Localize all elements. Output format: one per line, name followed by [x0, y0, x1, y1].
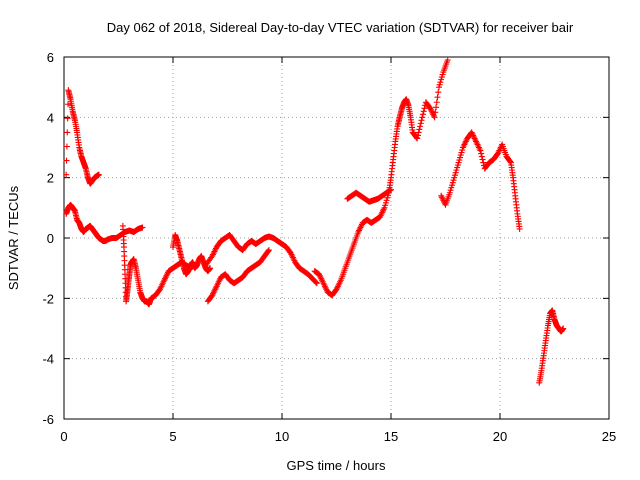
data-point	[414, 132, 421, 139]
data-point	[477, 147, 484, 154]
data-point	[415, 129, 422, 136]
x-tick-label: 20	[493, 429, 507, 444]
y-tick-label: 6	[47, 50, 54, 65]
data-point	[416, 126, 423, 133]
y-tick-label: 0	[47, 231, 54, 246]
data-point	[313, 279, 320, 286]
data-point	[480, 159, 487, 166]
data-point	[478, 150, 485, 157]
series-arc-2	[63, 201, 146, 245]
data-point	[419, 111, 426, 118]
series-arc-4	[170, 231, 214, 278]
axis-ticks: 0 5 10 15 20 25 -6 -4 -2 0 2 4 6	[42, 50, 616, 444]
data-point	[433, 104, 440, 111]
series-arc-7	[311, 57, 451, 299]
data-point	[434, 94, 441, 101]
data-point	[421, 105, 428, 112]
data-points	[63, 57, 567, 386]
data-point	[63, 157, 70, 164]
series-arc-8	[344, 186, 394, 205]
y-axis-label: SDTVAR / TECUs	[6, 185, 21, 290]
data-point	[420, 108, 427, 115]
x-tick-label: 25	[602, 429, 616, 444]
series-arc-10	[536, 307, 567, 386]
series-arc-9	[438, 129, 523, 232]
data-point	[388, 186, 394, 193]
data-point	[433, 99, 440, 106]
data-point	[64, 115, 71, 122]
y-tick-label: 2	[47, 171, 54, 186]
data-point	[432, 109, 439, 116]
series-arc-6	[204, 247, 272, 305]
chart-title: Day 062 of 2018, Sidereal Day-to-day VTE…	[107, 20, 574, 35]
data-point	[478, 153, 485, 160]
data-point	[516, 225, 523, 232]
grid	[64, 57, 609, 419]
x-tick-label: 10	[275, 429, 289, 444]
data-point	[417, 120, 424, 127]
data-point	[560, 325, 567, 332]
y-tick-label: -6	[42, 412, 54, 427]
data-point	[431, 114, 438, 121]
data-point	[444, 57, 451, 64]
y-tick-label: -2	[42, 291, 54, 306]
data-point	[207, 265, 214, 272]
data-point	[417, 123, 424, 130]
x-tick-label: 15	[384, 429, 398, 444]
data-point	[63, 171, 70, 178]
y-tick-label: 4	[47, 110, 54, 125]
data-point	[95, 171, 102, 178]
data-point	[313, 280, 320, 287]
data-point	[265, 247, 272, 254]
data-point	[414, 135, 421, 142]
data-point	[64, 129, 71, 136]
series-arc-1	[63, 87, 102, 187]
x-axis-label: GPS time / hours	[287, 458, 386, 473]
data-point	[64, 101, 71, 108]
x-tick-label: 0	[60, 429, 67, 444]
x-tick-label: 5	[169, 429, 176, 444]
data-point	[479, 156, 486, 163]
data-point	[418, 117, 425, 124]
series-arc-3	[119, 222, 198, 308]
data-point	[63, 143, 70, 150]
y-tick-label: -4	[42, 352, 54, 367]
data-point	[419, 114, 426, 121]
data-point	[435, 89, 442, 96]
data-point	[139, 224, 146, 231]
data-point	[507, 158, 514, 165]
data-point	[265, 248, 272, 255]
series-arc-5	[202, 231, 320, 287]
